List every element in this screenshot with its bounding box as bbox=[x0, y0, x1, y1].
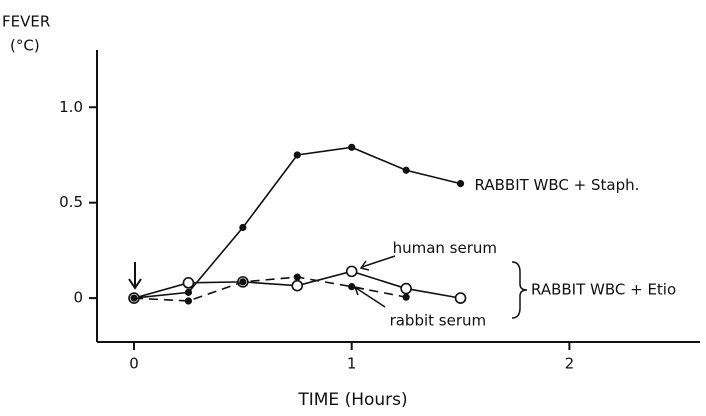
y-tick-label: 0 bbox=[73, 289, 83, 307]
point bbox=[402, 166, 410, 174]
point bbox=[184, 288, 193, 296]
point bbox=[402, 293, 410, 301]
point bbox=[400, 282, 412, 295]
y-axis-label: FEVER bbox=[2, 13, 50, 31]
y-tick-label: 1.0 bbox=[59, 98, 83, 116]
x-tick-label: 1 bbox=[347, 355, 357, 373]
series-label: human serum bbox=[393, 239, 497, 257]
point bbox=[239, 278, 247, 286]
annotation: RABBIT WBC + Etio bbox=[531, 281, 676, 299]
y-tick-label: 0.5 bbox=[59, 193, 83, 211]
point bbox=[348, 283, 356, 291]
point bbox=[293, 273, 301, 281]
point bbox=[184, 297, 193, 305]
brace bbox=[511, 261, 528, 319]
point bbox=[454, 292, 467, 304]
point bbox=[345, 265, 358, 278]
x-axis-label: TIME (Hours) bbox=[297, 390, 407, 410]
point bbox=[130, 294, 138, 302]
point bbox=[456, 179, 465, 188]
point bbox=[182, 277, 195, 289]
callout-arrows bbox=[353, 255, 396, 308]
start-arrow bbox=[128, 262, 142, 290]
series-line bbox=[133, 276, 407, 302]
y-axis-label: (°C) bbox=[10, 37, 40, 55]
x-tick-label: 2 bbox=[565, 355, 575, 373]
point bbox=[291, 279, 304, 292]
point bbox=[239, 223, 247, 232]
series-label: RABBIT WBC + Staph. bbox=[475, 176, 640, 194]
point bbox=[293, 151, 301, 159]
series-label: rabbit serum bbox=[390, 312, 487, 330]
x-tick-label: 0 bbox=[129, 355, 139, 373]
point bbox=[348, 143, 356, 151]
